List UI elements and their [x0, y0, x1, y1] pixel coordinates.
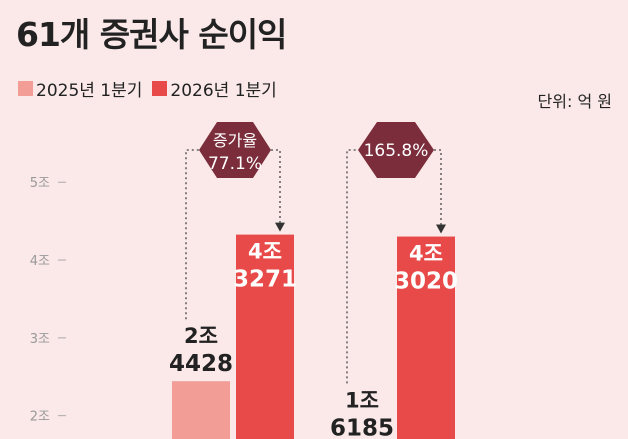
legend-label-2026: 2026년 1분기	[170, 81, 277, 101]
y-tick-label-3: 5조	[30, 176, 50, 191]
connector-left-1	[346, 149, 358, 384]
legend-item-2026: 2026년 1분기	[152, 76, 277, 101]
connector-left-0	[185, 149, 199, 320]
y-tick-label-2: 4조	[30, 254, 50, 269]
bar-label-line1-2026-group-0: 4조	[248, 240, 282, 264]
growth-badge-title-0: 증가율	[213, 131, 257, 150]
bar-label-line1-2025-group-0: 2조	[184, 324, 218, 348]
connector-arrow-0	[275, 222, 285, 232]
chart-title: 61개 증권사 순이익	[16, 15, 287, 54]
growth-badge-0	[199, 122, 271, 178]
legend-swatch-2026	[152, 81, 168, 96]
legend: 2025년 1분기 2026년 1분기	[18, 76, 287, 101]
connector-right-0	[271, 149, 281, 225]
bar-label-line1-2026-group-1: 4조	[409, 242, 443, 266]
legend-label-2025: 2025년 1분기	[36, 81, 143, 101]
bar-label-line2-2026-group-0: 3271	[233, 267, 297, 293]
bar-2026-group-1	[397, 236, 455, 439]
legend-swatch-2025	[18, 81, 33, 96]
bar-label-line1-2025-group-1: 1조	[345, 388, 379, 412]
bar-2026-group-0	[236, 234, 294, 439]
bar-label-line2-2026-group-1: 3020	[394, 269, 458, 295]
y-tick-label-0: 2조	[30, 410, 50, 425]
bar-label-line2-2025-group-0: 4428	[169, 351, 233, 377]
bar-label-line2-2025-group-1: 6185	[330, 415, 394, 439]
growth-badge-1	[358, 122, 434, 178]
connector-arrow-1	[436, 224, 446, 234]
connector-right-1	[434, 149, 442, 227]
growth-badge-value-0: 77.1%	[208, 154, 262, 174]
y-tick-label-1: 3조	[30, 332, 50, 347]
bar-2025-group-0	[172, 381, 230, 439]
legend-item-2025: 2025년 1분기	[18, 76, 142, 101]
unit-label: 단위: 억 원	[537, 92, 612, 111]
growth-badge-value-1: 165.8%	[364, 141, 429, 161]
